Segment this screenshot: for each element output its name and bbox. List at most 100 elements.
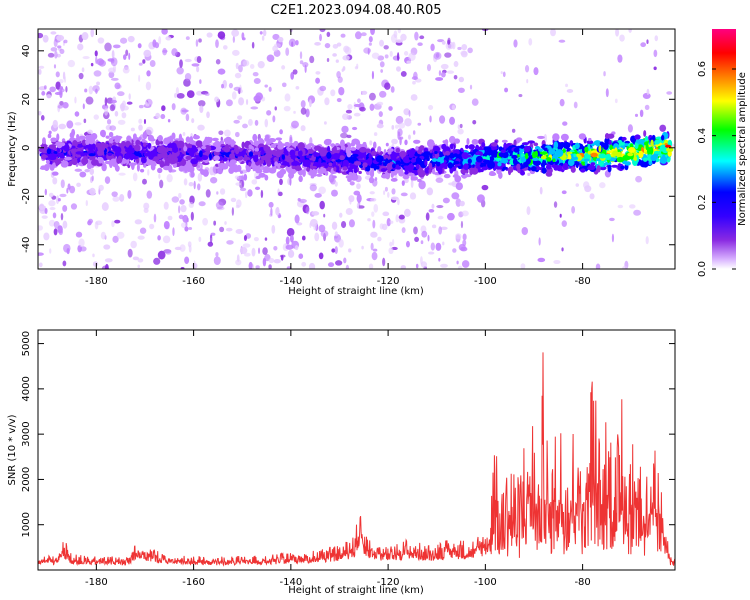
spectrogram-cell: [184, 58, 192, 63]
spectrogram-cell: [242, 243, 251, 248]
spectrogram-cell: [349, 162, 353, 170]
spectrogram-cell: [271, 149, 277, 156]
spectrogram-cell: [660, 134, 665, 141]
spectrogram-cell: [183, 145, 188, 152]
spectrogram-cell: [377, 236, 382, 242]
spectrogram-cell: [400, 33, 407, 41]
spectrogram-cell: [481, 166, 488, 171]
spectrogram-cell: [222, 164, 229, 170]
spectrogram-cell: [44, 188, 47, 196]
spectrogram-cell: [188, 202, 194, 208]
spectrogram-cell: [281, 65, 286, 70]
spectrogram-cell: [167, 143, 174, 148]
spectrogram-cell: [318, 224, 326, 233]
spectrogram-cell: [444, 150, 451, 156]
spectrogram-cell: [273, 43, 281, 48]
spectrogram-cell: [384, 82, 391, 90]
spectrogram-cell: [441, 143, 447, 150]
spectrogram-cell: [462, 233, 467, 241]
spectrogram-cell: [397, 128, 403, 137]
spectrogram-cell: [573, 101, 578, 109]
spectrogram-cell: [79, 171, 87, 178]
spectrogram-cell: [38, 225, 43, 231]
spectrogram-cell: [253, 167, 261, 172]
spectrogram-cell: [495, 157, 502, 162]
spectrogram-cell: [502, 166, 508, 170]
spectrogram-cell: [461, 260, 470, 268]
spectrogram-cell: [289, 134, 293, 142]
spectrogram-cell: [235, 259, 242, 266]
spectrogram-cell: [185, 136, 191, 143]
spectrogram-cell: [179, 59, 183, 68]
snr-y-tick-label: 4000: [21, 376, 32, 401]
spectrogram-cell: [319, 148, 327, 157]
spectrogram-cell: [257, 247, 261, 255]
spectrogram-cell: [333, 145, 337, 153]
spectrogram-cell: [336, 71, 341, 79]
spectrogram-cell: [415, 157, 422, 164]
spectrogram-cell: [382, 154, 389, 158]
spectrogram-cell: [215, 59, 221, 65]
spectrogram-cell: [348, 195, 355, 203]
spectrogram-cell: [54, 50, 58, 59]
spectrogram-cell: [441, 40, 446, 45]
spectrogram-cell: [125, 49, 129, 57]
spectrogram-cell: [420, 240, 424, 245]
spectrogram-cell: [53, 38, 58, 48]
spectrogram-cell: [500, 71, 503, 75]
spectrogram-cell: [106, 118, 112, 125]
spectrogram-cell: [384, 54, 389, 59]
spectrogram-cell: [134, 150, 142, 157]
spectrogram-cell: [457, 265, 463, 269]
spectrogram-cell: [147, 169, 150, 176]
spectrogram-cell: [300, 125, 306, 132]
spectrogram-cell: [417, 169, 426, 178]
spectrogram-cell: [101, 202, 109, 211]
spectrogram-cell: [475, 155, 483, 163]
spectrogram-cell: [300, 107, 307, 115]
spectrogram-cell: [57, 104, 63, 109]
spectrogram-cell: [254, 119, 259, 126]
spectrogram-cell: [53, 221, 60, 229]
spectrogram-cell: [410, 94, 418, 101]
spectrogram-cell: [391, 188, 396, 195]
spectrogram-cell: [297, 198, 301, 202]
spectrogram-cell: [107, 152, 113, 157]
spectrogram-cell: [201, 145, 207, 150]
spectrogram-cell: [410, 157, 417, 163]
spectrogram-cell: [314, 232, 320, 242]
spectrogram-cell: [286, 158, 294, 163]
spectrogram-cell: [272, 33, 280, 41]
spectrogram-cell: [466, 137, 470, 146]
spectrogram-cell: [565, 83, 569, 88]
spectrogram-cell: [66, 120, 74, 129]
spectrogram-cell: [93, 70, 102, 77]
spectrogram-cell: [173, 92, 178, 99]
spectrogram-cell: [298, 253, 304, 259]
spectrogram-cell: [171, 196, 180, 203]
spectrogram-cell: [611, 233, 615, 243]
spectrogram-cell: [368, 42, 372, 46]
spectrogram-cell: [89, 168, 95, 175]
spectrogram-cell: [108, 131, 114, 138]
spectrogram-cell: [370, 150, 377, 157]
spectrogram-cell: [215, 39, 219, 48]
spectrogram-cell: [562, 121, 568, 126]
spectrogram-cell: [449, 143, 454, 150]
spectrogram-cell: [415, 164, 420, 170]
spectrogram-x-tick-label: -120: [377, 276, 400, 287]
spectrogram-cell: [126, 101, 133, 105]
spectrogram-cell: [92, 85, 100, 92]
spectrogram-cell: [503, 142, 507, 150]
spectrogram-cell: [309, 222, 312, 229]
spectrogram-cell: [176, 92, 185, 99]
spectrogram-cell: [546, 157, 552, 162]
spectrogram-cell: [559, 213, 562, 218]
spectrogram-cell: [665, 144, 672, 148]
spectrogram-cell: [195, 140, 203, 147]
spectrogram-cell: [553, 141, 559, 149]
spectrogram-cell: [561, 220, 567, 228]
spectrogram-cell: [97, 156, 104, 164]
spectrogram-cell: [319, 33, 322, 42]
